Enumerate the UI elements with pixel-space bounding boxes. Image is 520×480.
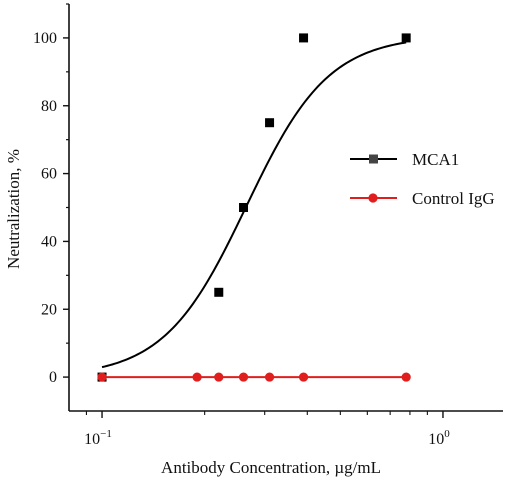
y-tick-label: 0 xyxy=(49,369,57,386)
legend-control-igg-marker xyxy=(368,193,378,203)
mca1-point xyxy=(239,203,249,212)
control-igg-point xyxy=(401,372,411,382)
data-markers xyxy=(97,33,411,382)
fit-curves xyxy=(101,41,407,369)
control-igg-point xyxy=(192,372,202,382)
y-tick-label: 100 xyxy=(33,30,57,47)
x-tick-label: 100 xyxy=(428,428,450,448)
legend-mca1-marker xyxy=(369,154,378,164)
mca1-point xyxy=(265,118,275,128)
mca1-point xyxy=(299,33,309,43)
y-tick-label: 80 xyxy=(41,98,57,115)
y-axis-title: Neutralization, % xyxy=(4,149,23,269)
x-axis-title: Antibody Concentration, µg/mL xyxy=(161,458,381,477)
legend-control-igg-label: Control IgG xyxy=(412,189,495,208)
mca1-point xyxy=(214,287,224,297)
control-igg-point xyxy=(238,372,249,382)
y-tick-label: 60 xyxy=(41,166,57,183)
control-igg-point xyxy=(264,372,275,382)
legend: MCA1 Control IgG xyxy=(350,150,495,208)
axes: 0 20 40 60 80 100 10−1 100 xyxy=(33,3,450,448)
mca1-point xyxy=(401,33,411,43)
control-igg-point xyxy=(214,372,224,382)
y-tick-label: 40 xyxy=(41,233,57,250)
control-igg-point xyxy=(97,372,107,382)
y-tick-label: 20 xyxy=(41,301,57,318)
control-igg-point xyxy=(298,372,309,382)
x-tick-label: 10−1 xyxy=(84,428,112,448)
mca1-fit-curve xyxy=(101,41,407,369)
legend-mca1-label: MCA1 xyxy=(412,150,459,169)
